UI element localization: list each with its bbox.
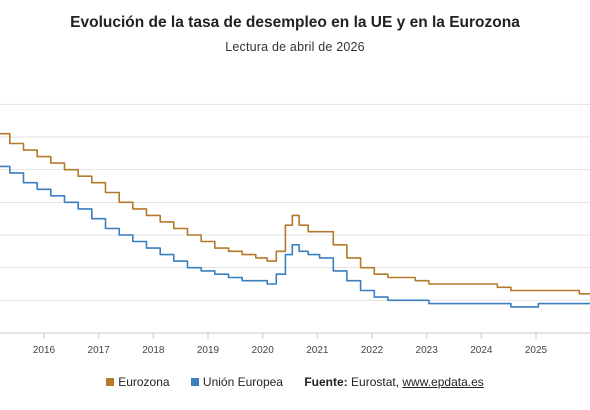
series-line-ue[interactable] (0, 157, 590, 308)
source-link[interactable]: www.epdata.es (402, 374, 484, 389)
x-tick-label: 2017 (88, 345, 111, 356)
x-tick-label: 2023 (416, 345, 439, 356)
series-lines (0, 124, 590, 308)
legend-item-eurozona[interactable]: Eurozona (106, 374, 170, 389)
x-tick-label: 2022 (361, 345, 384, 356)
legend: Eurozona Unión Europea Fuente: Eurostat,… (0, 374, 590, 389)
x-tick-label: 2024 (470, 345, 493, 356)
x-tick-label: 2025 (525, 345, 548, 356)
x-tick-label: 2018 (142, 345, 165, 356)
source-label: Fuente: (304, 374, 348, 389)
chart-subtitle: Lectura de abril de 2026 (225, 40, 365, 54)
x-axis-ticks: 2015 2016 2017 2018 2019 2020 2021 2022 2023 2024… (0, 333, 548, 356)
x-tick-label: 2019 (197, 345, 220, 356)
source-text: Eurostat, (351, 374, 400, 389)
legend-item-ue[interactable]: Unión Europea (190, 374, 283, 389)
series-line-eurozona[interactable] (0, 124, 590, 295)
ue-swatch (190, 377, 199, 386)
x-tick-label: 2016 (33, 345, 56, 356)
x-tick-label: 2021 (306, 345, 329, 356)
grid-lines (0, 103, 590, 334)
legend-label-ue: Unión Europea (202, 374, 283, 389)
chart-title: Evolución de la tasa de desempleo en la … (70, 14, 520, 31)
source-credit: Fuente: Eurostat, www.epdata.es (304, 375, 483, 389)
x-tick-label: 2020 (252, 345, 275, 356)
eurozona-swatch (106, 377, 115, 386)
legend-label-eurozona: Eurozona (118, 374, 170, 389)
x-tick-label: 2015 (0, 345, 1, 356)
